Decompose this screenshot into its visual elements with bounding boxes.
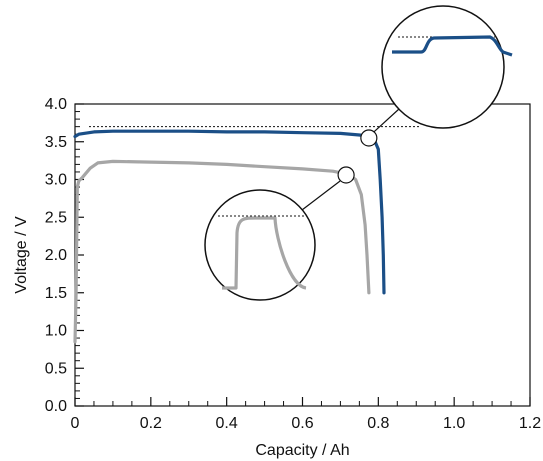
y-tick-label: 3.0 <box>45 172 67 189</box>
x-tick-label: 0.6 <box>291 415 313 432</box>
magnifier-insets <box>204 5 513 301</box>
y-tick-label: 0.0 <box>45 398 67 415</box>
y-axis-title: Voltage / V <box>13 216 30 294</box>
magnifier-lens-2 <box>204 189 316 301</box>
magnifier-1-zoom-line <box>392 35 513 57</box>
magnifier-anchor-2 <box>337 166 355 184</box>
x-tick-label: 0.4 <box>216 415 238 432</box>
tick-labels: 0 0.2 0.4 0.6 0.8 1.0 1.2 0.0 0.5 1.0 1.5 2.0 2.5 3.0… <box>45 96 541 432</box>
y-tick-label: 1.5 <box>45 285 67 302</box>
magnifier-connector-1 <box>373 108 400 133</box>
y-tick-label: 4.0 <box>45 96 67 113</box>
y-tick-label: 3.5 <box>45 134 67 151</box>
y-tick-label: 1.0 <box>45 323 67 340</box>
magnifier-connector-2 <box>301 180 341 211</box>
y-tick-label: 0.5 <box>45 360 67 377</box>
x-tick-label: 1.2 <box>519 415 541 432</box>
x-tick-label: 1.0 <box>443 415 465 432</box>
x-axis-title: Capacity / Ah <box>255 442 349 459</box>
x-tick-label: 0 <box>71 415 80 432</box>
axis-ticks <box>74 103 531 407</box>
series-lines <box>73 129 386 344</box>
series-line-1 <box>73 129 386 295</box>
x-tick-label: 0.8 <box>367 415 389 432</box>
y-tick-label: 2.0 <box>45 247 67 264</box>
x-tick-label: 0.2 <box>140 415 162 432</box>
magnifier-2-zoom-line <box>222 216 307 290</box>
magnifier-lens-1 <box>381 5 505 129</box>
magnifier-anchor-1 <box>360 129 378 147</box>
series-line-2 <box>73 159 371 344</box>
y-tick-label: 2.5 <box>45 209 67 226</box>
